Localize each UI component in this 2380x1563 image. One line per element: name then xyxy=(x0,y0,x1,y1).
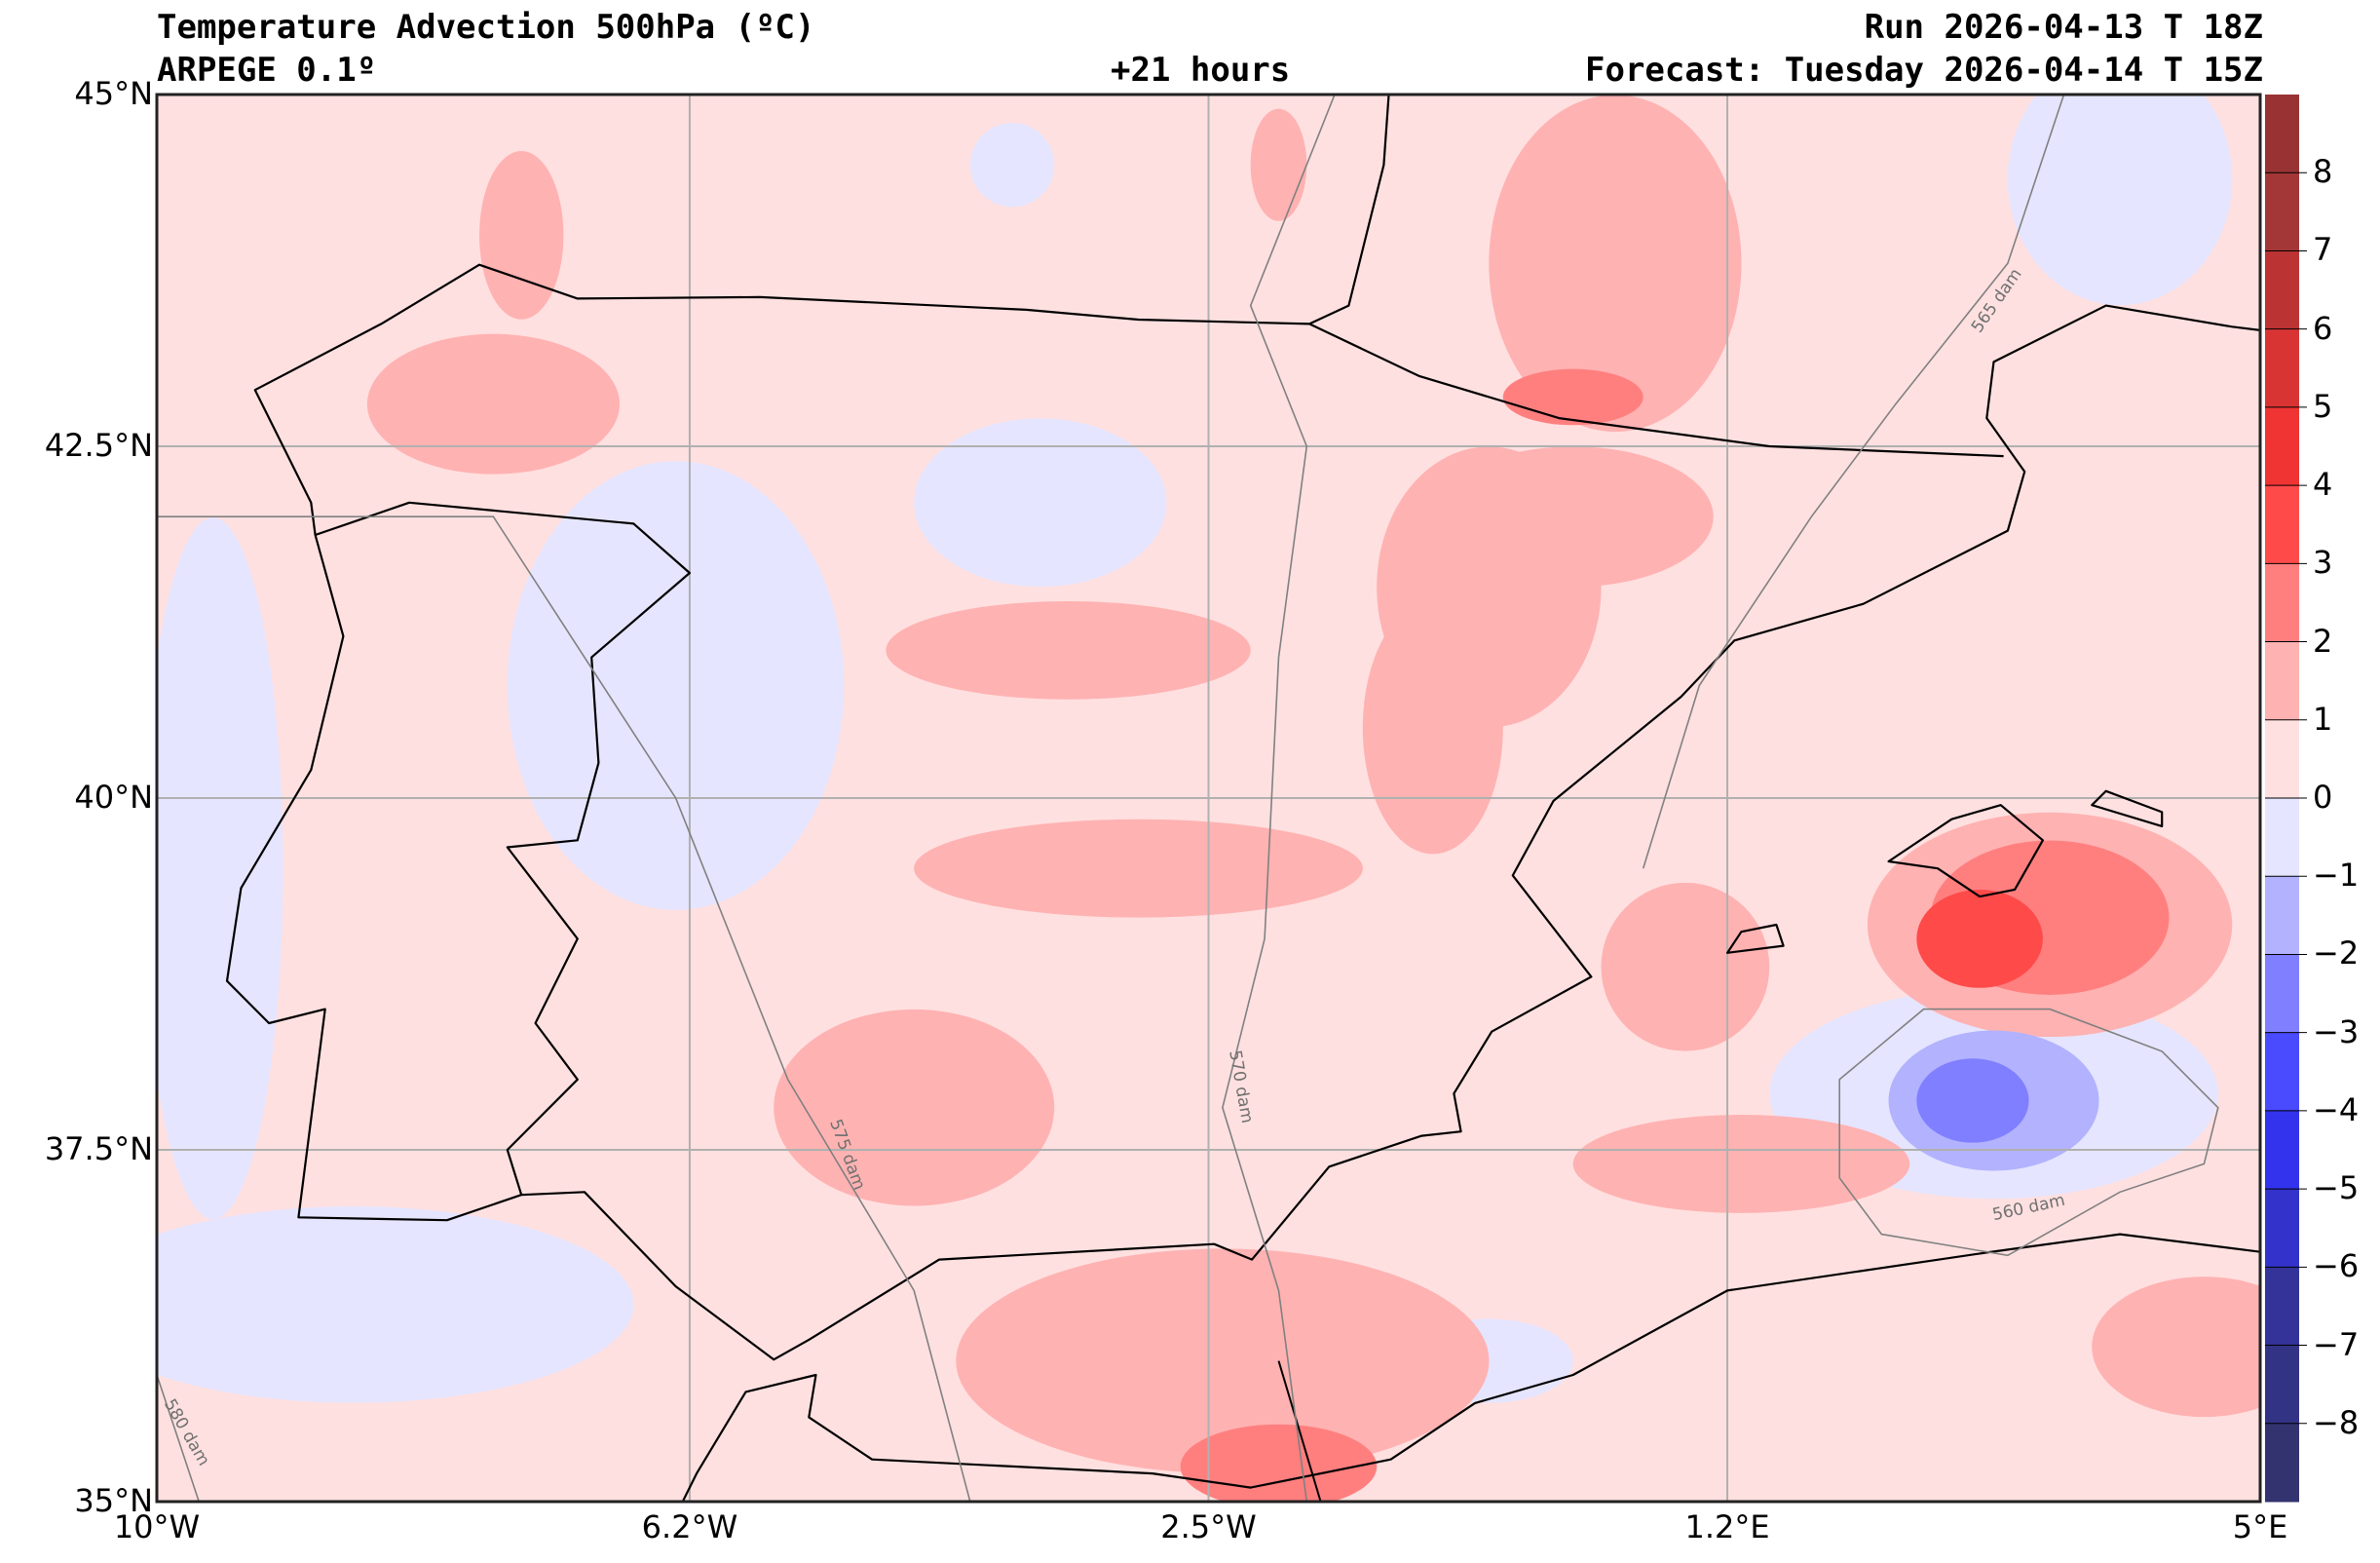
colorbar-bin xyxy=(2265,172,2299,251)
colorbar-tick-label: 2 xyxy=(2313,622,2333,660)
mallorca-coastline xyxy=(1887,804,2044,898)
advection-contour-fill xyxy=(1362,601,1503,855)
lead-time-label: +21 hours xyxy=(1111,51,1291,90)
colorbar-bin xyxy=(2265,1032,2299,1112)
lat-tick-label: 35°N xyxy=(74,1482,153,1519)
spain-france-border xyxy=(1308,323,2004,458)
contour-570-dam xyxy=(1222,95,1336,1502)
colorbar-tick-label: 7 xyxy=(2313,231,2333,269)
advection-contour-fill xyxy=(969,123,1055,208)
colorbar-tick-label: 8 xyxy=(2313,153,2333,191)
colorbar-tick-label: −5 xyxy=(2313,1169,2360,1207)
advection-contour-fill xyxy=(1601,882,1770,1051)
lat-tick-label: 37.5°N xyxy=(44,1130,153,1167)
colorbar-tick-label: −2 xyxy=(2313,934,2360,972)
colorbar-tick-label: −7 xyxy=(2313,1325,2360,1363)
ibiza-coastline xyxy=(1726,923,1785,954)
lon-tick-label: 2.5°W xyxy=(1160,1508,1257,1545)
colorbar-bin xyxy=(2265,485,2299,564)
colorbar-bin xyxy=(2265,1267,2299,1347)
colorbar-tick-label: −1 xyxy=(2313,857,2360,895)
advection-contour-fill xyxy=(1180,1424,1378,1502)
colorbar-tick-label: −8 xyxy=(2313,1403,2360,1441)
colorbar-bin xyxy=(2265,798,2299,877)
africa-coastline xyxy=(681,1233,2260,1502)
morocco-algeria-border xyxy=(1277,1360,1322,1502)
colorbar-tick-label: 1 xyxy=(2313,700,2333,738)
run-label: Run 2026-04-13 T 18Z xyxy=(1864,8,2263,47)
advection-contour-fill xyxy=(886,600,1251,700)
chart-title: Temperature Advection 500hPa (ºC) xyxy=(157,8,815,47)
colorbar-bin xyxy=(2265,719,2299,799)
advection-contour-fill xyxy=(1916,1058,2029,1143)
colorbar-bin xyxy=(2265,406,2299,486)
advection-contour-fill xyxy=(1250,108,1307,221)
colorbar-tick-label: 3 xyxy=(2313,544,2333,582)
advection-contour-fill xyxy=(2092,1277,2260,1418)
lon-tick-label: 5°E xyxy=(2232,1508,2288,1545)
contour-560-dam xyxy=(1838,1008,2219,1257)
advection-contour-fill xyxy=(157,1206,634,1403)
colorbar-tick-label: −4 xyxy=(2313,1090,2360,1128)
advection-contour-fill xyxy=(914,819,1363,918)
colorbar-bin xyxy=(2265,1423,2299,1503)
colorbar-bin xyxy=(2265,641,2299,721)
menorca-coastline xyxy=(2091,789,2164,827)
colorbar-tick-label: 4 xyxy=(2313,466,2333,504)
iberia-coastline xyxy=(225,95,2260,1361)
colorbar-tick-label: −3 xyxy=(2313,1012,2360,1050)
lat-tick-label: 40°N xyxy=(74,779,153,816)
advection-contour-fill xyxy=(1432,446,1714,588)
lat-tick-label: 42.5°N xyxy=(44,427,153,464)
advection-contour-fill xyxy=(1572,1115,1910,1213)
colorbar-bin xyxy=(2265,250,2299,330)
colorbar-bin xyxy=(2265,1110,2299,1190)
contour-575-dam xyxy=(157,515,971,1502)
colorbar-tick-label: 0 xyxy=(2313,779,2333,816)
spain-portugal-border xyxy=(315,501,691,1196)
lon-tick-label: 1.2°E xyxy=(1684,1508,1770,1545)
colorbar-tick-label: 5 xyxy=(2313,387,2333,425)
advection-contour-fill xyxy=(479,151,564,320)
model-label: ARPEGE 0.1º xyxy=(157,51,377,90)
advection-contour-fill xyxy=(774,1009,1055,1206)
advection-contour-fill xyxy=(956,1248,1490,1473)
colorbar-bin xyxy=(2265,563,2299,643)
advection-contour-fill xyxy=(157,517,283,1220)
lon-tick-label: 6.2°W xyxy=(641,1508,738,1545)
advection-contour-fill xyxy=(914,418,1167,588)
colorbar-bin xyxy=(2265,1189,2299,1268)
advection-contour-fill xyxy=(1489,95,1742,433)
colorbar-bin xyxy=(2265,1345,2299,1425)
colorbar-bin xyxy=(2265,328,2299,408)
map-frame xyxy=(155,93,2262,1504)
lat-tick-label: 45°N xyxy=(74,75,153,112)
advection-contour-fill xyxy=(2007,95,2233,306)
colorbar-tick-label: 6 xyxy=(2313,309,2333,347)
forecast-label: Forecast: Tuesday 2026-04-14 T 15Z xyxy=(1585,51,2263,90)
colorbar-bin xyxy=(2265,876,2299,955)
colorbar-bin xyxy=(2265,954,2299,1034)
advection-contour-fill xyxy=(366,333,621,475)
colorbar-tick-label: −6 xyxy=(2313,1247,2360,1285)
contour-565-dam xyxy=(1642,95,2065,869)
contour-580-dam xyxy=(157,1374,200,1502)
advection-contour-fill xyxy=(1502,368,1643,426)
advection-contour-fill xyxy=(1916,890,2043,988)
lon-tick-label: 10°W xyxy=(113,1508,201,1545)
colorbar-bin xyxy=(2265,95,2299,173)
